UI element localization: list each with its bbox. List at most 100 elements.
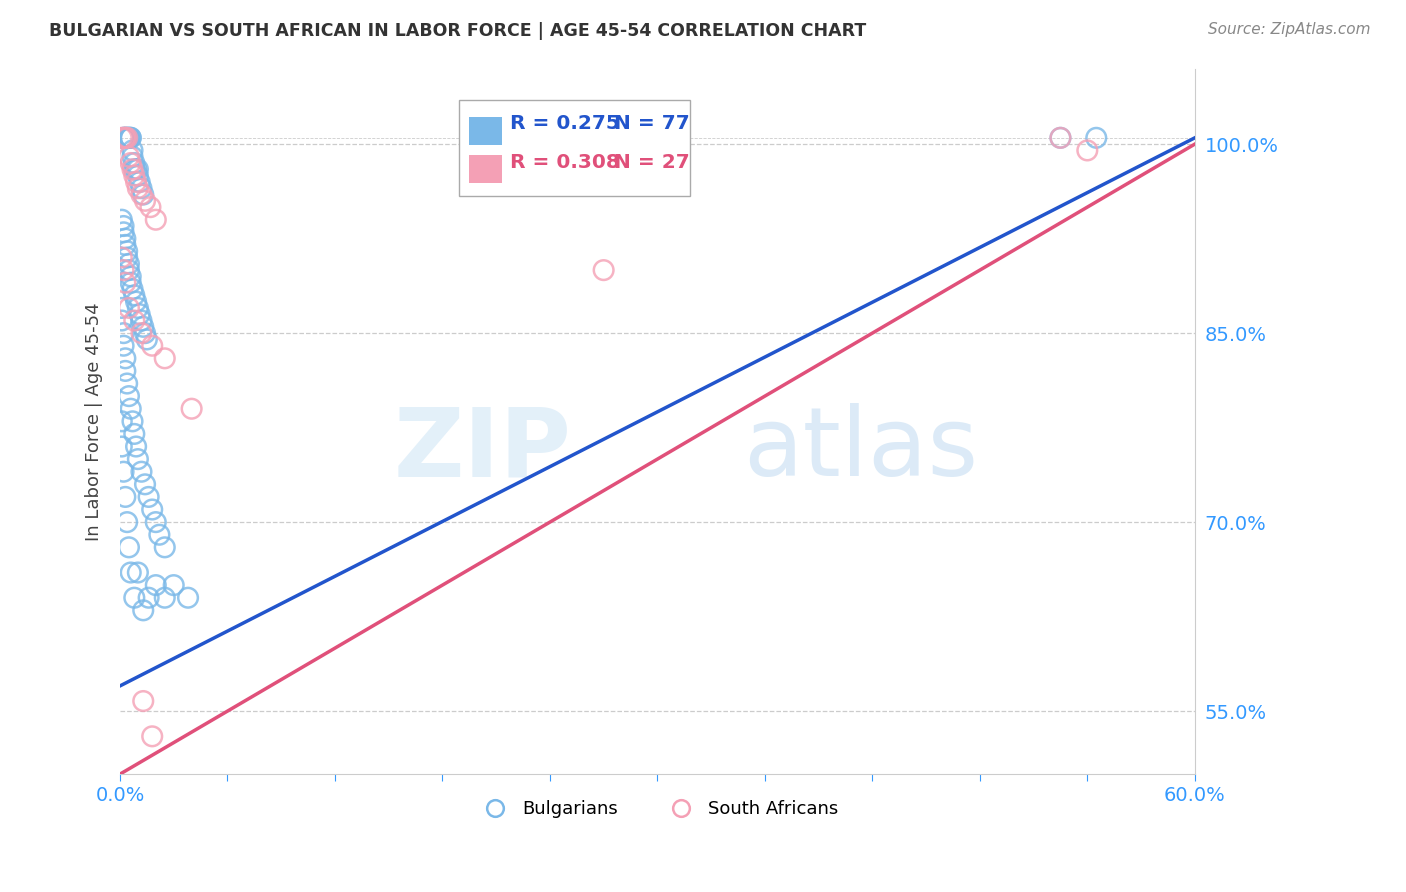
Point [138, 490, 160, 504]
Point [141, 729, 163, 743]
Text: N = 27: N = 27 [614, 153, 690, 172]
Point [118, 131, 141, 145]
Point [1085, 131, 1108, 145]
Point [111, 440, 134, 454]
Point [115, 131, 138, 145]
Point [115, 131, 138, 145]
Point [127, 169, 149, 183]
Text: Source: ZipAtlas.com: Source: ZipAtlas.com [1208, 22, 1371, 37]
Point [112, 225, 135, 239]
Point [114, 276, 136, 290]
Point [128, 175, 150, 189]
Point [132, 319, 155, 334]
Point [124, 156, 146, 170]
Point [112, 263, 135, 277]
Point [141, 339, 163, 353]
Point [1049, 131, 1071, 145]
Point [111, 212, 134, 227]
Point [180, 401, 202, 416]
Point [120, 131, 142, 145]
Point [163, 578, 186, 592]
Point [112, 131, 135, 145]
Point [145, 578, 167, 592]
Point [120, 566, 142, 580]
Point [125, 162, 148, 177]
Point [124, 288, 146, 302]
Point [128, 307, 150, 321]
Point [112, 131, 135, 145]
Point [145, 515, 167, 529]
Point [124, 162, 146, 177]
Point [135, 333, 157, 347]
FancyBboxPatch shape [470, 117, 502, 145]
Text: N = 77: N = 77 [614, 114, 690, 134]
Point [115, 376, 138, 391]
Point [125, 175, 148, 189]
Point [118, 150, 141, 164]
Point [124, 313, 146, 327]
Point [112, 339, 135, 353]
Point [138, 591, 160, 605]
Point [125, 440, 148, 454]
Point [118, 541, 141, 555]
Point [114, 351, 136, 366]
Point [124, 591, 146, 605]
Text: ZIP: ZIP [394, 403, 571, 496]
Point [115, 244, 138, 259]
Point [112, 465, 135, 479]
Point [134, 194, 156, 208]
Point [124, 426, 146, 441]
Point [118, 389, 141, 403]
Point [1049, 131, 1071, 145]
Point [120, 401, 142, 416]
Point [139, 200, 162, 214]
Point [177, 591, 200, 605]
Point [121, 162, 143, 177]
Point [131, 465, 153, 479]
Point [111, 414, 134, 428]
Point [115, 131, 138, 145]
Point [131, 313, 153, 327]
Point [114, 232, 136, 246]
Point [120, 131, 142, 145]
Point [114, 131, 136, 145]
Point [118, 301, 141, 315]
Point [132, 603, 155, 617]
Y-axis label: In Labor Force | Age 45-54: In Labor Force | Age 45-54 [86, 302, 103, 541]
Point [120, 276, 142, 290]
Point [153, 591, 176, 605]
FancyBboxPatch shape [470, 154, 502, 183]
Point [134, 477, 156, 491]
Point [111, 251, 134, 265]
Legend: Bulgarians, South Africans: Bulgarians, South Africans [470, 793, 845, 825]
Text: BULGARIAN VS SOUTH AFRICAN IN LABOR FORCE | AGE 45-54 CORRELATION CHART: BULGARIAN VS SOUTH AFRICAN IN LABOR FORC… [49, 22, 866, 40]
Point [120, 269, 142, 284]
Point [131, 326, 153, 340]
Point [114, 238, 136, 252]
Text: R = 0.275: R = 0.275 [510, 114, 620, 134]
Point [132, 187, 155, 202]
Point [121, 414, 143, 428]
Point [121, 282, 143, 296]
FancyBboxPatch shape [458, 100, 689, 195]
Point [111, 313, 134, 327]
Point [121, 144, 143, 158]
Point [145, 212, 167, 227]
Point [115, 515, 138, 529]
Point [125, 294, 148, 309]
Point [1076, 144, 1098, 158]
Point [114, 131, 136, 145]
Point [111, 301, 134, 315]
Point [131, 181, 153, 195]
Point [114, 364, 136, 378]
Point [114, 490, 136, 504]
Point [115, 251, 138, 265]
Point [114, 131, 136, 145]
Point [134, 326, 156, 340]
Point [153, 351, 176, 366]
Point [118, 131, 141, 145]
Point [111, 131, 134, 145]
Point [121, 150, 143, 164]
Point [592, 263, 614, 277]
Point [118, 257, 141, 271]
